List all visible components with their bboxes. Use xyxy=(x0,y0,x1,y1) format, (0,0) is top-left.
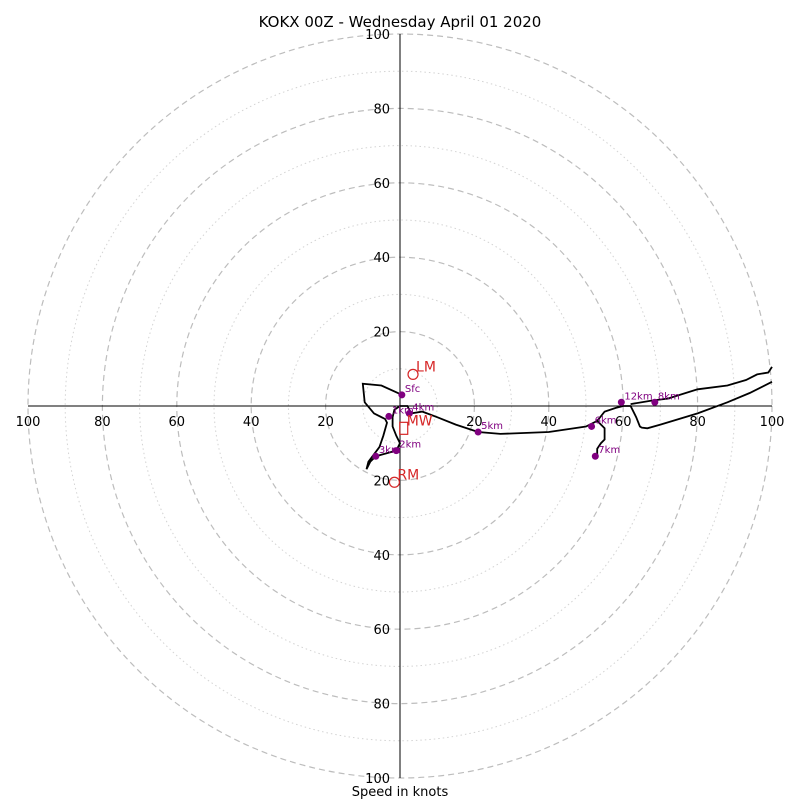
y-tick-label: 40 xyxy=(373,251,390,266)
x-tick-label: 60 xyxy=(169,415,186,430)
y-tick-label: 80 xyxy=(373,698,390,713)
x-tick-label: 60 xyxy=(615,415,632,430)
x-axis-label: Speed in knots xyxy=(352,785,449,800)
height-point-marker xyxy=(405,409,413,417)
y-tick-label: 60 xyxy=(373,623,390,638)
storm-motions: LM MW RM xyxy=(388,359,436,488)
x-tick-label: 20 xyxy=(317,415,334,430)
height-point-marker xyxy=(651,398,659,406)
height-point-marker xyxy=(617,398,625,406)
height-point-marker xyxy=(588,422,596,430)
hodograph-line-branch xyxy=(630,366,773,405)
y-tick-label: 100 xyxy=(365,772,390,787)
y-tick-label: 20 xyxy=(373,326,390,341)
y-tick-label: 100 xyxy=(365,28,390,43)
y-tick-label: 60 xyxy=(373,177,390,192)
height-point-marker xyxy=(591,452,599,460)
height-point-marker xyxy=(474,428,482,436)
x-tick-label: 80 xyxy=(689,415,706,430)
x-tick-label: 40 xyxy=(243,415,260,430)
x-tick-label: 80 xyxy=(94,415,111,430)
height-point-label: 6km xyxy=(595,415,617,426)
mean-wind-marker xyxy=(399,421,409,435)
x-tick-labels: 100 80 60 40 20 20 40 60 80 100 xyxy=(16,415,785,430)
height-point-label: 8km xyxy=(658,391,680,402)
y-tick-labels: 100 80 60 40 20 20 40 60 80 100 xyxy=(365,28,390,787)
height-point-marker xyxy=(385,412,393,420)
y-tick-label: 80 xyxy=(373,102,390,117)
height-point-marker xyxy=(372,452,380,460)
height-point-label: 7km xyxy=(598,445,620,456)
x-tick-label: 20 xyxy=(466,415,483,430)
storm-motion-label: MW xyxy=(407,413,433,429)
height-point-marker xyxy=(392,447,400,455)
x-tick-label: 100 xyxy=(16,415,41,430)
storm-motion-label: LM xyxy=(416,359,436,375)
hodograph-line-branch xyxy=(596,420,606,459)
storm-motion-marker xyxy=(407,368,419,380)
height-point-label: 2km xyxy=(399,440,421,451)
height-point-label: 3km xyxy=(379,445,401,456)
height-point-label: Sfc xyxy=(405,384,420,395)
storm-motion-label: RM xyxy=(397,467,419,483)
x-tick-label: 40 xyxy=(541,415,558,430)
height-point-label: 4km xyxy=(412,402,434,413)
height-point-label: 5km xyxy=(481,421,503,432)
height-point-label: 1km xyxy=(392,405,414,416)
x-tick-label: 100 xyxy=(760,415,785,430)
height-point-label: 12km xyxy=(624,391,652,402)
y-tick-label: 40 xyxy=(373,549,390,564)
height-point-marker xyxy=(398,391,406,399)
storm-motion-marker xyxy=(388,476,401,488)
y-tick-label: 20 xyxy=(373,474,390,489)
chart-title: KOKX 00Z - Wednesday April 01 2020 xyxy=(259,13,542,31)
